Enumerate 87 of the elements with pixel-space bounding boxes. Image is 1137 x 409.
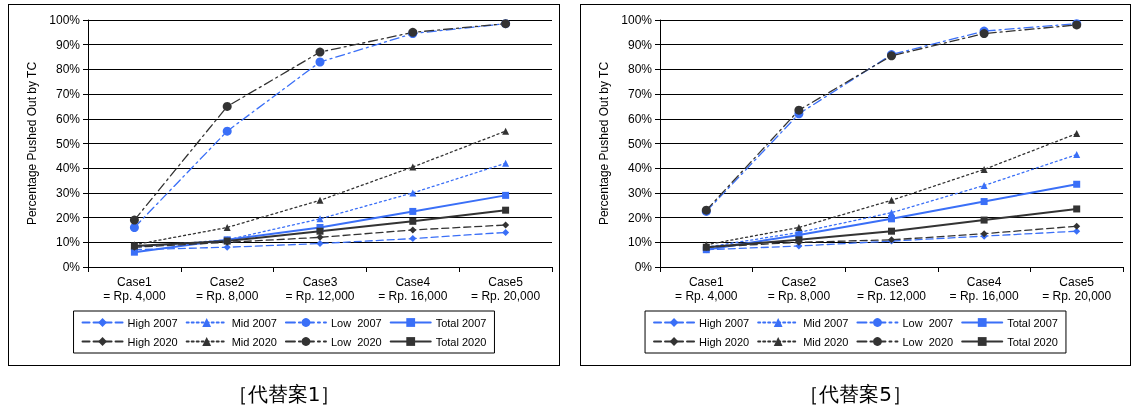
x-tick-label: Case3 = Rp. 12,000: [285, 275, 355, 303]
y-tick-label: 0%: [634, 260, 653, 274]
x-tick-label: Case5 = Rp. 20,000: [471, 275, 541, 303]
legend-label: Total 2020: [435, 335, 487, 348]
point: [1073, 151, 1081, 159]
x-tick-label: Case1 = Rp. 4,000: [103, 275, 166, 303]
point: [888, 196, 895, 204]
y-tick-label: 30%: [55, 185, 81, 200]
legend-label: Low 2007: [902, 316, 954, 329]
point: [502, 127, 510, 135]
y-tick-label: 60%: [627, 111, 653, 126]
point: [223, 223, 231, 231]
legend-label: Mid 2007: [803, 316, 849, 329]
point: [315, 47, 325, 57]
point: [129, 215, 139, 225]
x-tick-label: Case2 = Rp. 8,000: [767, 275, 831, 303]
legend-label: High 2020: [699, 335, 750, 348]
point: [409, 217, 417, 225]
point: [1073, 205, 1081, 213]
y-tick-label: 50%: [627, 136, 653, 151]
point: [502, 206, 510, 214]
legend-label: High 2020: [127, 335, 178, 348]
y-tick-label: 40%: [55, 161, 81, 176]
y-tick-label: 20%: [627, 210, 653, 225]
y-tick-label: 90%: [55, 37, 81, 52]
point: [1073, 130, 1081, 138]
text: ［代替案1］: [227, 382, 341, 406]
point: [315, 57, 325, 67]
point: [795, 223, 803, 231]
x-tick-label: Case5 = Rp. 20,000: [1042, 275, 1112, 303]
y-tick-label: 60%: [55, 111, 81, 126]
point: [502, 159, 510, 167]
point: [794, 105, 804, 115]
y-tick-label: 90%: [627, 37, 653, 52]
point: [980, 216, 988, 224]
point: [129, 222, 139, 232]
point: [316, 215, 324, 223]
y-tick-label: 70%: [55, 87, 81, 102]
y-tick-label: 30%: [627, 185, 653, 200]
legend-label: Total 2020: [1007, 335, 1058, 348]
point: [409, 226, 417, 234]
legend-label: Total 2007: [1007, 316, 1058, 329]
y-tick-label: 100%: [49, 13, 81, 27]
y-tick-label: 0%: [62, 260, 81, 274]
legend-label: Low 2007: [330, 316, 382, 329]
legend-label: Mid 2020: [231, 335, 277, 348]
legend-label: High 2007: [127, 316, 178, 329]
point: [502, 191, 510, 199]
point: [409, 235, 417, 243]
point: [502, 221, 510, 229]
y-tick-label: 50%: [55, 136, 81, 151]
legend-label: Total 2007: [435, 316, 487, 329]
y-axis-title: Percentage Pushed Out by TC: [25, 61, 40, 226]
y-tick-label: 70%: [627, 87, 653, 102]
point: [316, 196, 324, 204]
text: ［代替案5］: [799, 382, 912, 406]
point: [502, 228, 510, 236]
point: [316, 240, 324, 248]
y-tick-label: 20%: [55, 210, 81, 225]
point: [409, 207, 417, 215]
legend-label: Mid 2007: [231, 316, 277, 329]
point: [1073, 180, 1081, 188]
x-tick-label: Case3 = Rp. 12,000: [856, 275, 927, 303]
x-tick-label: Case1 = Rp. 4,000: [675, 275, 738, 303]
y-tick-label: 10%: [55, 235, 81, 250]
point: [316, 227, 324, 235]
point: [222, 126, 232, 136]
y-tick-label: 10%: [627, 235, 653, 250]
point: [888, 227, 895, 235]
point: [222, 101, 232, 111]
y-tick-label: 40%: [627, 161, 653, 176]
y-tick-label: 100%: [621, 13, 653, 27]
y-tick-label: 80%: [627, 62, 653, 77]
legend-label: Low 2020: [902, 335, 954, 348]
x-tick-label: Case4 = Rp. 16,000: [378, 275, 448, 303]
y-axis-title: Percentage Pushed Out by TC: [597, 61, 612, 226]
point: [888, 215, 895, 223]
x-tick-label: Case4 = Rp. 16,000: [949, 275, 1019, 303]
point: [980, 198, 988, 206]
legend-label: Low 2020: [330, 335, 382, 348]
x-tick-label: Case2 = Rp. 8,000: [196, 275, 259, 303]
legend-label: Mid 2020: [803, 335, 849, 348]
legend-label: High 2007: [699, 316, 750, 329]
point: [980, 181, 988, 189]
point: [1073, 222, 1081, 230]
point: [980, 165, 988, 173]
y-tick-label: 80%: [55, 62, 81, 77]
